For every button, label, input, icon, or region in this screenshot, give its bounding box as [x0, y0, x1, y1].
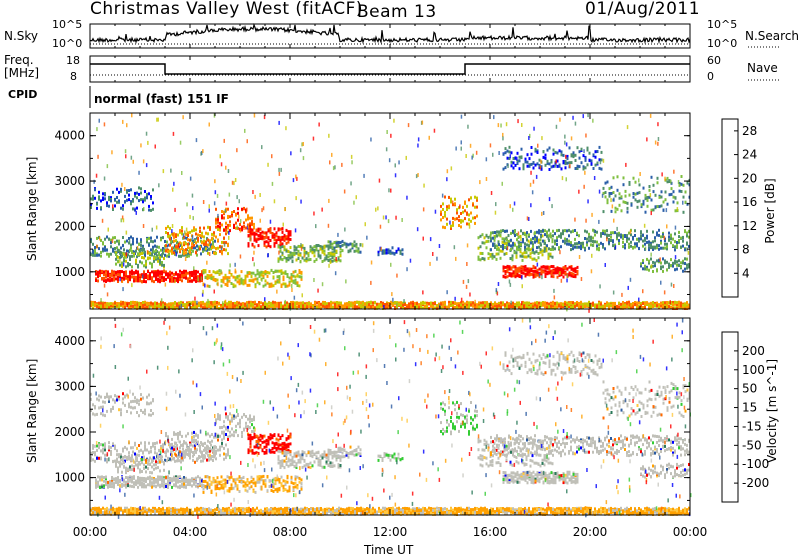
x-tick-label-6: 00:00 [673, 525, 708, 539]
x-tick-label-0: 00:00 [73, 525, 108, 539]
velocity-cbar-label: Velocity [m s^-1] [765, 359, 779, 463]
velocity-cbar-label-text: Velocity [m s^-1] [765, 358, 779, 463]
power-cbar-tick-2: 12 [742, 219, 757, 233]
velocity-cbar-tick-6: -100 [742, 457, 769, 471]
velocity-cbar-tick-3: 15 [742, 401, 757, 415]
date-label: 01/Aug/2011 [585, 0, 701, 19]
cpid-value: normal (fast) 151 IF [94, 92, 229, 106]
velocity-cbar-tick-2: 50 [742, 382, 757, 396]
power-cbar-tick-3: 16 [742, 195, 757, 209]
station-title: Christmas Valley West (fitACF) [90, 0, 364, 19]
velocity-cbar-tick-5: -50 [742, 438, 762, 452]
velocity-cbar-tick-1: 100 [742, 363, 765, 377]
power-cbar-tick-0: 4 [742, 266, 750, 280]
cpid-label: CPID [8, 88, 38, 101]
velocity-cbar-tick-0: 200 [742, 344, 765, 358]
beam-label: Beam 13 [357, 2, 437, 22]
velocity-ytick-label-1: 2000 [54, 425, 85, 439]
power-ytick-label-0: 1000 [54, 265, 85, 279]
power-cbar-tick-6: 28 [742, 124, 757, 138]
nsky-series [89, 23, 691, 45]
velocity-cbar-tick-4: -15 [742, 419, 762, 433]
power-heatmap-cells [90, 113, 691, 313]
nsky-tick-top: 10^5 [52, 18, 83, 31]
x-tick-label-2: 08:00 [273, 525, 308, 539]
velocity-ytick-label-2: 3000 [54, 379, 85, 393]
x-axis-label: Time UT [364, 543, 414, 554]
power-ylabel: Slant Range [km] [25, 156, 39, 261]
velocity-ylabel: Slant Range [km] [25, 358, 39, 463]
velocity-ytick-label-0: 1000 [54, 471, 85, 485]
power-ytick-label-1: 2000 [54, 219, 85, 233]
nave-tick-bottom: 0 [707, 70, 714, 83]
nave-label: Nave [747, 61, 778, 75]
freq-tick-top: 18 [66, 54, 80, 67]
x-tick-label-4: 16:00 [473, 525, 508, 539]
power-cbar-tick-5: 24 [742, 148, 757, 162]
x-tick-label-5: 20:00 [573, 525, 608, 539]
velocity-cbar-tick-7: -200 [742, 476, 769, 490]
freq-series [90, 63, 690, 75]
freq-tick-bottom: 8 [70, 70, 77, 83]
power-ytick-label-3: 4000 [54, 129, 85, 143]
power-ytick-label-2: 3000 [54, 174, 85, 188]
x-tick-label-3: 12:00 [373, 525, 408, 539]
freq-label: Freq. [4, 53, 34, 67]
power-colorbar [721, 118, 739, 298]
velocity-heatmap-cells [90, 318, 692, 519]
nave-tick-top: 60 [707, 54, 721, 67]
freq-unit: [MHz] [4, 66, 40, 80]
nsky-label: N.Sky [4, 29, 39, 43]
x-tick-label-1: 04:00 [173, 525, 208, 539]
nsearch-tick-top: 10^5 [707, 18, 738, 31]
nsky-tick-bottom: 10^0 [52, 37, 83, 50]
power-cbar-tick-4: 20 [742, 171, 757, 185]
nsearch-label: N.Search [745, 29, 800, 43]
velocity-ytick-label-3: 4000 [54, 334, 85, 348]
power-cbar-label: Power [dB] [763, 178, 777, 244]
velocity-colorbar [721, 331, 739, 503]
nsearch-tick-bottom: 10^0 [707, 37, 738, 50]
power-cbar-tick-1: 8 [742, 243, 750, 257]
